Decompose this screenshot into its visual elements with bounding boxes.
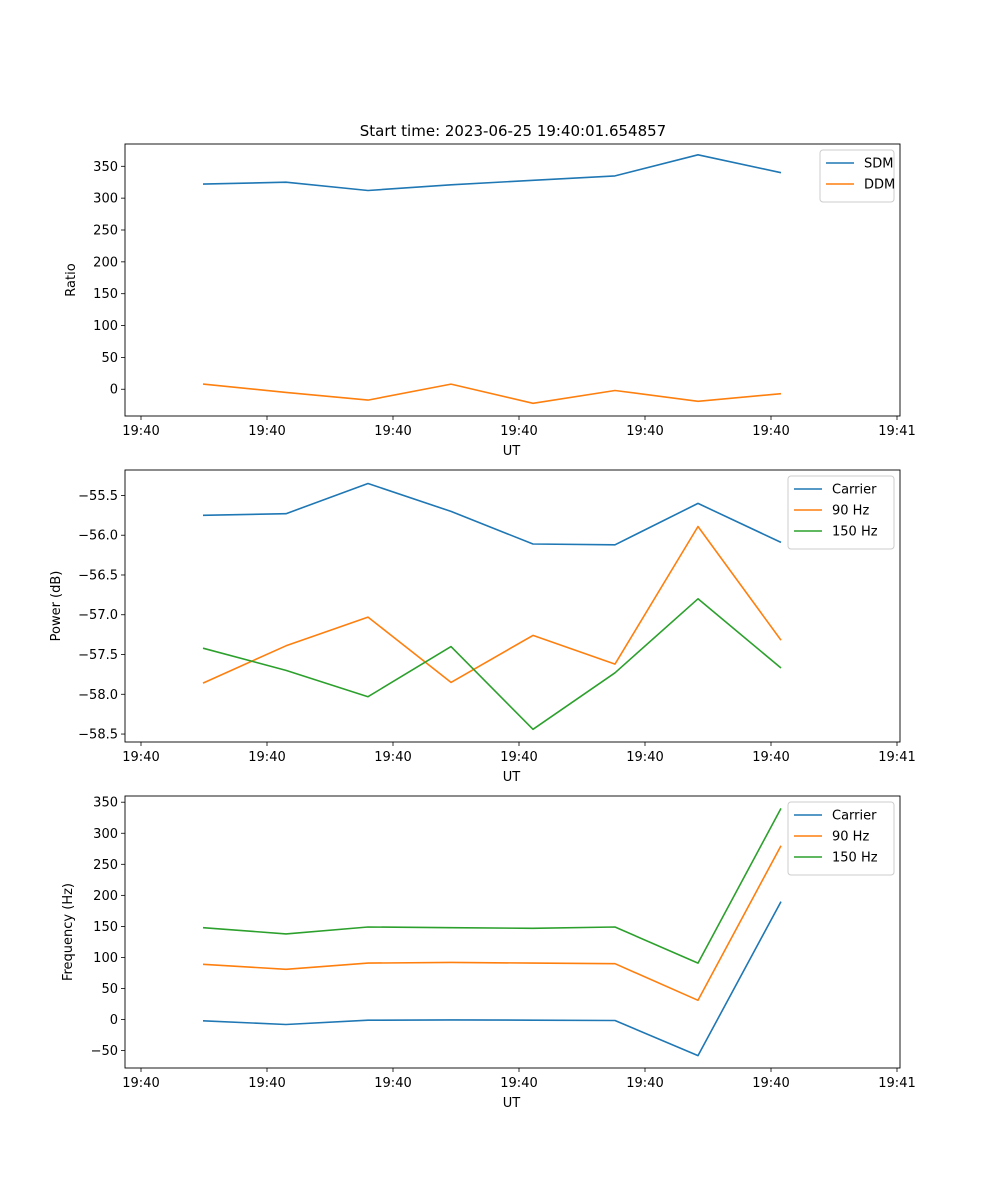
frequency-series-line-90-hz — [202, 845, 782, 1002]
power-legend-label: 150 Hz — [832, 525, 878, 540]
frequency-series-line-150-hz — [202, 808, 782, 964]
power-x-tick-label: 19:41 — [878, 750, 915, 765]
ratio-y-tick-label: 200 — [93, 255, 118, 270]
frequency-legend-label: 90 Hz — [832, 830, 869, 845]
frequency-legend-label: 150 Hz — [832, 851, 878, 866]
frequency-axes-frame — [124, 795, 901, 1069]
power-y-tick-label: −57.5 — [78, 648, 118, 663]
ratio-axes-frame — [124, 143, 901, 417]
frequency-y-tick-label: 0 — [110, 1013, 118, 1028]
power-y-tick-label: −58.5 — [78, 728, 118, 743]
ratio-legend-label: DDM — [864, 178, 895, 193]
ratio-x-axis-label: UT — [503, 444, 521, 459]
frequency-x-tick-label: 19:40 — [752, 1076, 789, 1091]
power-series-line-carrier — [202, 482, 782, 546]
frequency-x-tick-label: 19:40 — [626, 1076, 663, 1091]
power-axes-frame — [124, 469, 901, 743]
power-y-tick-label: −55.5 — [78, 489, 118, 504]
power-x-tick-label: 19:40 — [374, 750, 411, 765]
power-x-axis-label: UT — [503, 770, 521, 785]
ratio-y-axis-label: Ratio — [64, 263, 79, 296]
ratio-x-tick-label: 19:41 — [878, 424, 915, 439]
ratio-y-tick-label: 350 — [93, 160, 118, 175]
power-legend-label: Carrier — [832, 483, 877, 498]
ratio-series-line-sdm — [202, 154, 782, 192]
ratio-y-tick-label: 300 — [93, 192, 118, 207]
ratio-x-tick-label: 19:40 — [122, 424, 159, 439]
frequency-y-axis-label: Frequency (Hz) — [61, 883, 76, 981]
frequency-x-tick-label: 19:40 — [374, 1076, 411, 1091]
frequency-x-tick-label: 19:40 — [500, 1076, 537, 1091]
frequency-y-tick-label: −50 — [91, 1044, 118, 1059]
power-y-tick-label: −57.0 — [78, 608, 118, 623]
ratio-subplot: 19:40 19:40 19:40 19:40 19:40 19:40 19:41 0 50 10… — [64, 143, 916, 459]
power-x-tick-label: 19:40 — [122, 750, 159, 765]
frequency-x-axis-label: UT — [503, 1096, 521, 1111]
frequency-y-tick-label: 250 — [93, 858, 118, 873]
frequency-series-line-carrier — [202, 901, 782, 1057]
power-x-tick-label: 19:40 — [248, 750, 285, 765]
ratio-y-tick-label: 0 — [110, 383, 118, 398]
frequency-legend-label: Carrier — [832, 809, 877, 824]
frequency-x-tick-label: 19:40 — [122, 1076, 159, 1091]
frequency-subplot: 19:40 19:40 19:40 19:40 19:40 19:40 19:41 −50 0 5… — [61, 795, 916, 1111]
ratio-y-tick-label: 250 — [93, 223, 118, 238]
frequency-y-tick-label: 350 — [93, 796, 118, 811]
frequency-y-tick-label: 50 — [101, 982, 118, 997]
ratio-series-line-ddm — [202, 383, 782, 405]
ratio-y-tick-label: 100 — [93, 319, 118, 334]
ratio-x-tick-label: 19:40 — [626, 424, 663, 439]
power-legend-label: 90 Hz — [832, 504, 869, 519]
power-y-tick-label: −56.0 — [78, 529, 118, 544]
ratio-x-tick-label: 19:40 — [374, 424, 411, 439]
ratio-y-tick-label: 50 — [101, 351, 118, 366]
ratio-y-tick-label: 150 — [93, 287, 118, 302]
frequency-y-tick-label: 200 — [93, 889, 118, 904]
power-series-line-90-hz — [202, 525, 782, 684]
frequency-y-tick-label: 150 — [93, 920, 118, 935]
power-x-tick-label: 19:40 — [500, 750, 537, 765]
frequency-y-tick-label: 100 — [93, 951, 118, 966]
power-y-tick-label: −56.5 — [78, 568, 118, 583]
power-x-tick-label: 19:40 — [752, 750, 789, 765]
power-y-axis-label: Power (dB) — [49, 571, 64, 642]
frequency-y-tick-label: 300 — [93, 827, 118, 842]
power-subplot: 19:40 19:40 19:40 19:40 19:40 19:40 19:41 −58.5… — [49, 469, 916, 785]
figure-title: Start time: 2023-06-25 19:40:01.654857 — [360, 122, 666, 140]
frequency-x-tick-label: 19:41 — [878, 1076, 915, 1091]
power-series-line-150-hz — [202, 597, 782, 731]
frequency-x-tick-label: 19:40 — [248, 1076, 285, 1091]
ratio-x-tick-label: 19:40 — [752, 424, 789, 439]
ratio-x-tick-label: 19:40 — [500, 424, 537, 439]
power-x-tick-label: 19:40 — [626, 750, 663, 765]
ratio-legend-label: SDM — [864, 157, 893, 172]
ratio-x-tick-label: 19:40 — [248, 424, 285, 439]
power-y-tick-label: −58.0 — [78, 688, 118, 703]
